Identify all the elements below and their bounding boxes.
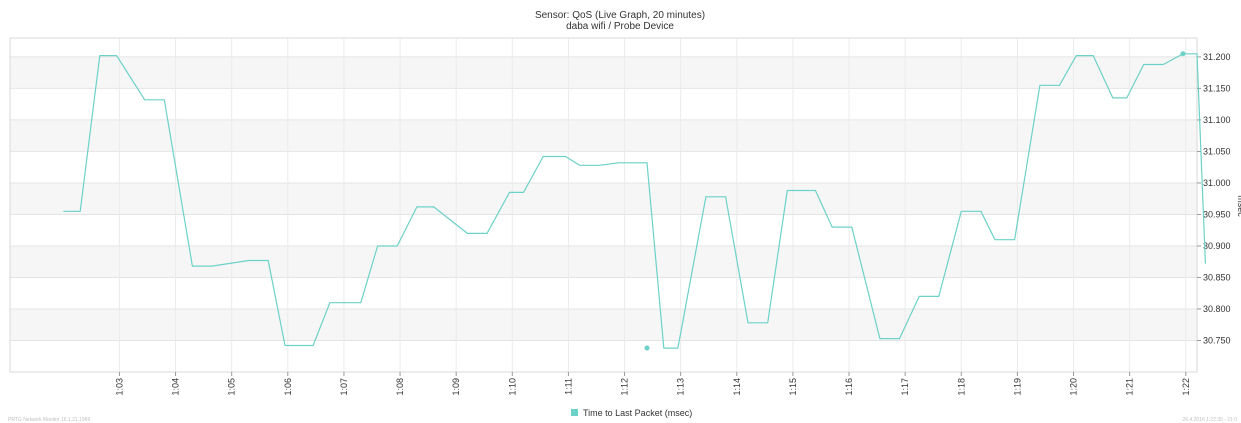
y-axis: 31.200 31.150 31.100 31.050 31.000 30.950 30.9… (1197, 52, 1231, 345)
x-tick-label: 1:20 (1069, 378, 1079, 396)
x-tick-label: 1:17 (900, 378, 910, 396)
x-axis: 1:03 1:04 1:05 1:06 1:07 1:08 1:09 1:10 1:11 1:12… (114, 372, 1191, 396)
legend-swatch (571, 409, 578, 416)
plot-band (10, 182, 1197, 215)
plot-band (10, 56, 1197, 89)
x-tick-label: 1:10 (507, 378, 517, 396)
x-tick-label: 1:05 (227, 378, 237, 396)
data-point-marker (644, 345, 650, 351)
x-tick-label: 1:03 (114, 378, 124, 396)
y-tick-label: 31.050 (1203, 146, 1231, 156)
y-tick-label: 30.900 (1203, 241, 1231, 251)
x-tick-label: 1:07 (339, 378, 349, 396)
x-tick-label: 1:18 (956, 378, 966, 396)
x-tick-label: 1:13 (676, 378, 686, 396)
x-tick-label: 1:11 (563, 378, 573, 395)
chart-title: Sensor: QoS (Live Graph, 20 minutes) (535, 10, 705, 21)
y-tick-label: 30.950 (1203, 209, 1231, 219)
y-tick-label: 30.850 (1203, 272, 1231, 282)
plot-band (10, 308, 1197, 341)
marker-layer (644, 51, 1186, 351)
x-tick-label: 1:14 (732, 378, 742, 396)
series-line (63, 53, 1206, 349)
footer-left: PRTG Network Monitor 16.1.21.1969 (8, 417, 90, 423)
data-point-marker (1180, 51, 1186, 57)
x-tick-label: 1:22 (1181, 378, 1191, 396)
x-tick-label: 1:12 (620, 378, 630, 396)
gridlines (10, 38, 1197, 372)
x-tick-label: 1:06 (283, 378, 293, 396)
y-tick-label: 31.000 (1203, 178, 1231, 188)
plot-band (10, 119, 1197, 152)
series-layer (63, 53, 1206, 349)
footer-right: 26.4.2016 1:22:30 - 21:0 (1183, 417, 1238, 423)
chart-subtitle: daba wifi / Probe Device (566, 21, 674, 32)
y-tick-label: 30.800 (1203, 304, 1231, 314)
legend[interactable]: Time to Last Packet (msec) (571, 408, 692, 418)
x-tick-label: 1:19 (1012, 378, 1022, 396)
plot-band (10, 245, 1197, 278)
y-tick-label: 31.150 (1203, 83, 1231, 93)
x-tick-label: 1:16 (844, 378, 854, 396)
legend-label: Time to Last Packet (msec) (583, 408, 692, 418)
plot-bands (10, 56, 1197, 341)
plot-frame (9, 37, 1198, 373)
x-tick-label: 1:04 (171, 378, 181, 396)
x-tick-label: 1:15 (788, 378, 798, 396)
x-tick-label: 1:09 (451, 378, 461, 396)
y-axis-label: msec (1236, 195, 1241, 217)
x-tick-label: 1:08 (395, 378, 405, 396)
y-tick-label: 31.100 (1203, 115, 1231, 125)
x-tick-label: 1:21 (1125, 378, 1135, 396)
y-tick-label: 31.200 (1203, 52, 1231, 62)
y-tick-label: 30.750 (1203, 335, 1231, 345)
